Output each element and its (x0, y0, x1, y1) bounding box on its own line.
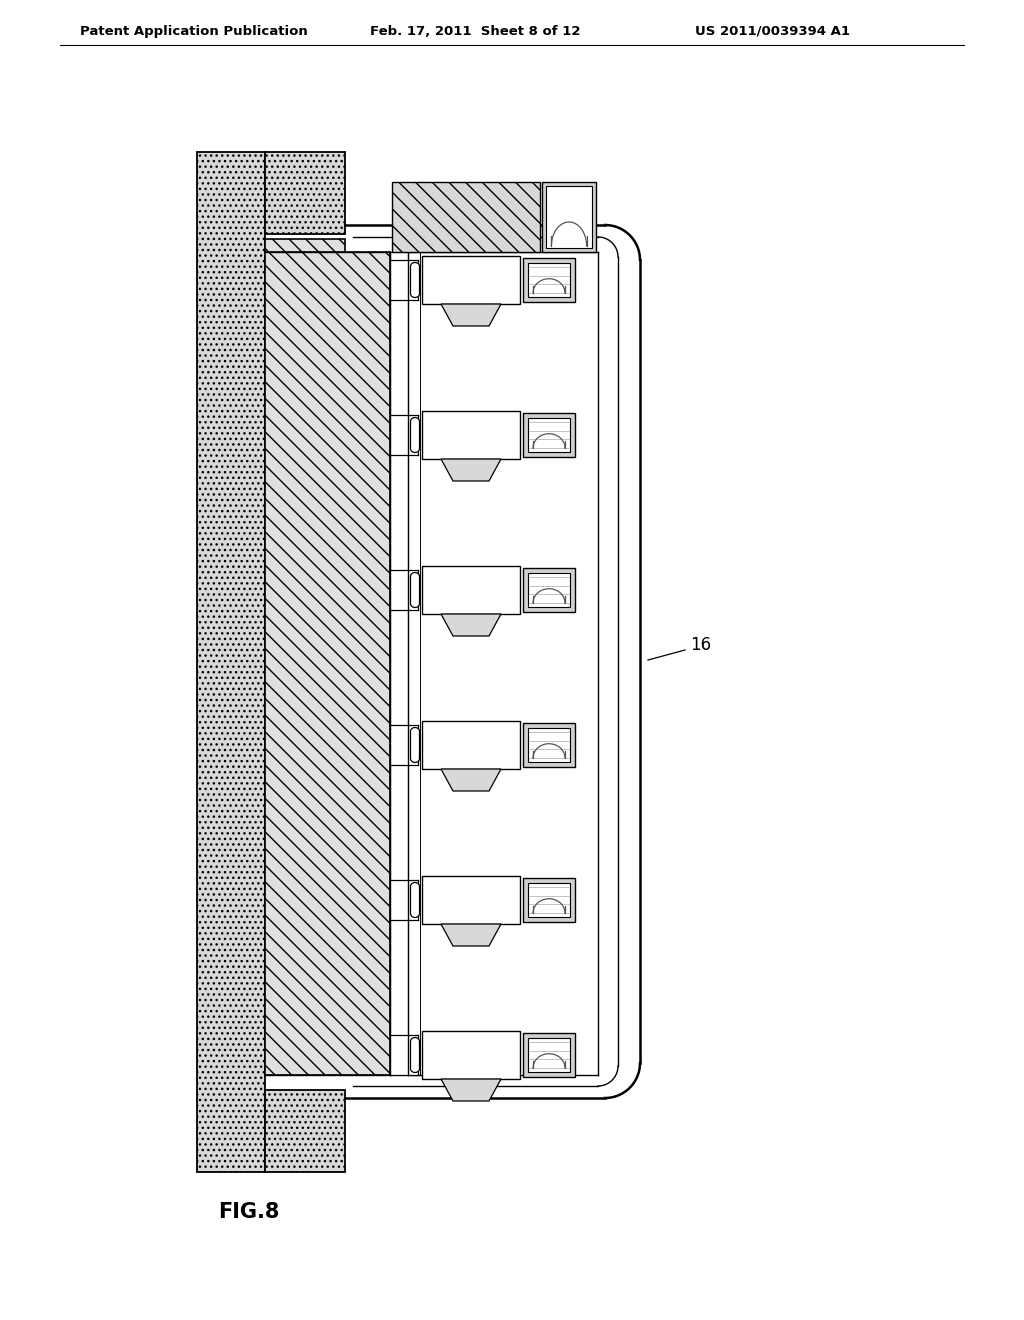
Polygon shape (441, 770, 501, 791)
Polygon shape (390, 414, 418, 455)
Polygon shape (411, 263, 420, 297)
Polygon shape (408, 252, 420, 1074)
Polygon shape (523, 257, 575, 302)
Polygon shape (390, 570, 418, 610)
Polygon shape (265, 239, 345, 252)
Polygon shape (408, 252, 598, 1074)
Polygon shape (528, 883, 570, 917)
Polygon shape (542, 182, 596, 252)
Polygon shape (411, 1038, 420, 1072)
Polygon shape (441, 614, 501, 636)
Polygon shape (528, 729, 570, 762)
Text: 16: 16 (690, 636, 711, 653)
Polygon shape (265, 1090, 345, 1172)
Polygon shape (411, 573, 420, 607)
Polygon shape (392, 182, 540, 252)
Polygon shape (390, 252, 408, 1074)
Polygon shape (390, 260, 418, 300)
Polygon shape (528, 418, 570, 451)
Polygon shape (265, 252, 390, 1074)
Polygon shape (528, 263, 570, 297)
Polygon shape (390, 880, 418, 920)
Text: Patent Application Publication: Patent Application Publication (80, 25, 308, 38)
Polygon shape (528, 573, 570, 607)
Polygon shape (345, 224, 640, 1098)
Text: FIG.8: FIG.8 (218, 1203, 280, 1222)
Polygon shape (390, 725, 418, 766)
Text: Feb. 17, 2011  Sheet 8 of 12: Feb. 17, 2011 Sheet 8 of 12 (370, 25, 581, 38)
Polygon shape (523, 1034, 575, 1077)
Polygon shape (528, 1038, 570, 1072)
Polygon shape (197, 152, 265, 1172)
Polygon shape (441, 924, 501, 946)
Polygon shape (523, 568, 575, 612)
Polygon shape (411, 883, 420, 917)
Polygon shape (422, 566, 520, 614)
Polygon shape (523, 413, 575, 457)
Polygon shape (422, 256, 520, 304)
Polygon shape (422, 1031, 520, 1078)
Text: US 2011/0039394 A1: US 2011/0039394 A1 (695, 25, 850, 38)
Polygon shape (422, 876, 520, 924)
Polygon shape (523, 723, 575, 767)
Polygon shape (422, 721, 520, 770)
Polygon shape (441, 459, 501, 480)
Polygon shape (441, 1078, 501, 1101)
Polygon shape (390, 1035, 418, 1074)
Polygon shape (265, 152, 345, 234)
Polygon shape (546, 186, 592, 248)
Polygon shape (523, 878, 575, 921)
Polygon shape (441, 304, 501, 326)
Polygon shape (411, 417, 420, 453)
Polygon shape (422, 411, 520, 459)
Polygon shape (411, 727, 420, 763)
